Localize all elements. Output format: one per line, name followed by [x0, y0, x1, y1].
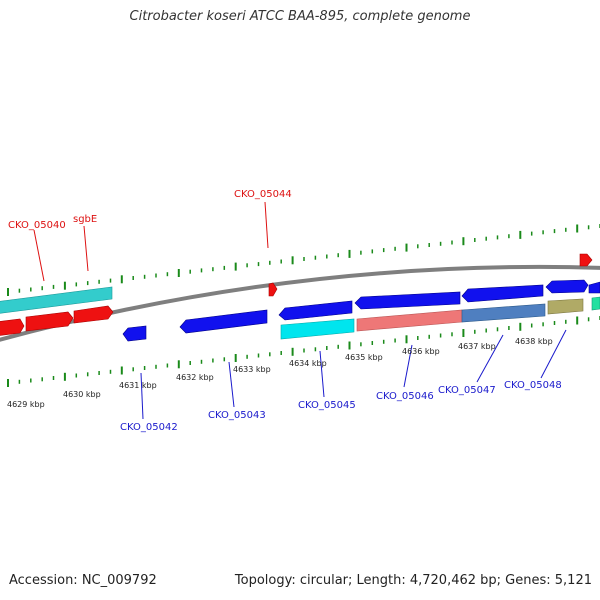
gene-box-reverse-other[interactable] — [547, 298, 584, 315]
outer-tick-ring — [7, 224, 600, 296]
gene-arrow-forward-rna[interactable] — [0, 286, 113, 314]
gene-arrow-forward[interactable] — [25, 311, 74, 332]
gene-label-forward[interactable]: CKO_05044 — [234, 189, 292, 200]
gene-box-reverse-rna[interactable] — [591, 296, 600, 311]
scale-labels: 4629 kbp 4630 kbp 4631 kbp 4632 kbp 4633… — [7, 337, 553, 409]
scale-label: 4633 kbp — [233, 365, 271, 374]
gene-box-reverse-mixed[interactable] — [461, 303, 546, 323]
scale-label: 4637 kbp — [458, 342, 496, 351]
genome-map: 4629 kbp 4630 kbp 4631 kbp 4632 kbp 4633… — [0, 189, 600, 433]
scale-label: 4638 kbp — [515, 337, 553, 346]
genome-info-text: Topology: circular; Length: 4,720,462 bp… — [234, 573, 592, 588]
label-leaders — [33, 201, 567, 420]
scale-label: 4636 kbp — [402, 347, 440, 356]
gene-arrow-reverse[interactable] — [354, 291, 461, 310]
gene-label-reverse[interactable]: CKO_05046 — [376, 391, 434, 402]
scale-label: 4629 kbp — [7, 400, 45, 409]
gene-box-reverse-rna[interactable] — [280, 318, 355, 340]
forward-strand — [0, 253, 593, 336]
gene-arrow-reverse[interactable] — [461, 284, 544, 303]
gene-label-reverse[interactable]: CKO_05045 — [298, 400, 356, 411]
gene-label-reverse[interactable]: CKO_05042 — [120, 422, 178, 433]
gene-label-forward[interactable]: sgbE — [73, 214, 97, 225]
gene-arrow-reverse[interactable] — [545, 279, 589, 294]
gene-label-reverse[interactable]: CKO_05043 — [208, 410, 266, 421]
gene-box-reverse-pseudo[interactable] — [356, 309, 463, 332]
gene-label-reverse[interactable]: CKO_05047 — [438, 385, 496, 396]
accession-text: Accession: NC_009792 — [9, 573, 157, 588]
gene-arrow-reverse[interactable] — [588, 281, 600, 294]
scale-label: 4635 kbp — [345, 353, 383, 362]
gene-labels: CKO_05040 sgbE CKO_05044 CKO_05042 CKO_0… — [8, 189, 562, 433]
scale-label: 4631 kbp — [119, 381, 157, 390]
gene-arrow-forward[interactable] — [0, 318, 25, 336]
gene-label-reverse[interactable]: CKO_05048 — [504, 380, 562, 391]
inner-tick-ring — [7, 316, 600, 387]
reverse-strand — [122, 279, 600, 342]
scale-label: 4634 kbp — [289, 359, 327, 368]
scale-label: 4630 kbp — [63, 390, 101, 399]
gene-arrow-forward[interactable] — [73, 305, 114, 324]
gene-arrow-forward[interactable] — [579, 253, 593, 267]
gene-label-forward[interactable]: CKO_05040 — [8, 220, 66, 231]
gene-arrow-forward[interactable] — [268, 282, 278, 297]
gene-arrow-reverse[interactable] — [179, 309, 268, 334]
gene-arrow-reverse[interactable] — [278, 300, 353, 321]
gene-arrow-reverse[interactable] — [122, 325, 147, 342]
map-title: Citrobacter koseri ATCC BAA-895, complet… — [129, 9, 471, 24]
scale-label: 4632 kbp — [176, 373, 214, 382]
